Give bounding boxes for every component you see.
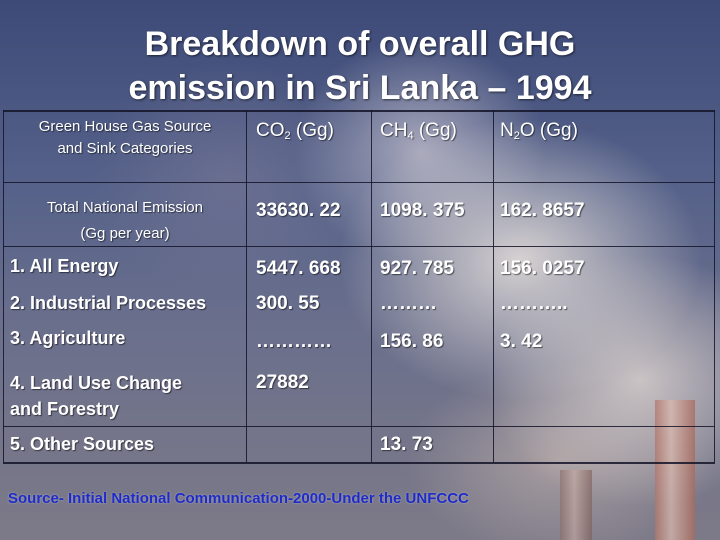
row-landuse-co2: 27882: [256, 372, 309, 393]
row-landuse-label: 4. Land Use Change and Forestry: [10, 373, 183, 419]
row-energy-n2o: 156. 0257: [500, 258, 585, 279]
row-other-ch4: 13. 73: [380, 434, 433, 455]
row-energy-label: 1. All Energy: [10, 256, 119, 276]
header-co2: CO2 (Gg): [256, 120, 334, 142]
row-agriculture-co2: …………: [256, 331, 332, 352]
row-total-co2: 33630. 22: [256, 200, 341, 221]
row-industrial-n2o: ………..: [500, 293, 568, 314]
header-n2o: N2O (Gg): [500, 120, 578, 142]
row-industrial-label: 2. Industrial Processes: [10, 293, 207, 313]
row-energy-co2: 5447. 668: [256, 258, 341, 279]
row-industrial-ch4: ………: [380, 293, 437, 314]
row-industrial-co2: 300. 55: [256, 293, 320, 314]
header-category-line2: and Sink Categories: [57, 140, 193, 157]
row-total-label: Total National Emission (Gg per year): [47, 199, 203, 242]
header-category: Green House Gas Source and Sink Categori…: [10, 116, 240, 160]
header-ch4: CH4 (Gg): [380, 120, 457, 142]
slide-title-line2: emission in Sri Lanka – 1994: [128, 69, 592, 107]
row-agriculture-n2o: 3. 42: [500, 331, 543, 352]
row-energy-ch4: 927. 785: [380, 258, 454, 279]
row-total-ch4: 1098. 375: [380, 200, 465, 221]
row-other-label: 5. Other Sources: [10, 434, 155, 454]
slide-title: Breakdown of overall GHG emission in Sri…: [0, 22, 720, 110]
row-agriculture-label: 3. Agriculture: [10, 328, 126, 348]
row-total-n2o: 162. 8657: [500, 200, 585, 221]
slide-title-line1: Breakdown of overall GHG: [144, 25, 576, 63]
smokestack-background: [655, 400, 695, 540]
row-agriculture-ch4: 156. 86: [380, 331, 444, 352]
smokestack-background-secondary: [560, 470, 592, 540]
header-category-line1: Green House Gas Source: [38, 118, 212, 135]
source-note: Source- Initial National Communication-2…: [8, 490, 469, 507]
